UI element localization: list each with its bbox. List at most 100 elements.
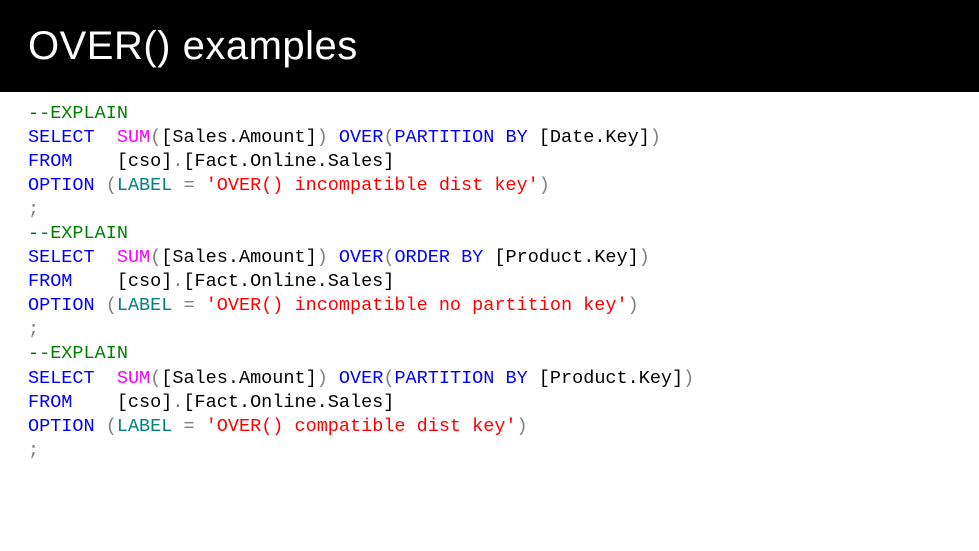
code-token: FROM [28,392,72,413]
code-token: SELECT [28,247,95,268]
code-token: [cso] [72,271,172,292]
code-token: PARTITION [394,368,494,389]
code-line: --EXPLAIN [28,222,694,246]
code-line: OPTION (LABEL = 'OVER() incompatible no … [28,294,694,318]
code-token [195,175,206,196]
code-line: ; [28,198,694,222]
code-token: OPTION [28,295,95,316]
code-token: . [172,392,183,413]
header-bar: OVER() examples [0,0,979,92]
code-line: FROM [cso].[Fact.Online.Sales] [28,391,694,415]
code-token: OVER [339,368,383,389]
code-token: ( [383,247,394,268]
code-line: ; [28,439,694,463]
code-token [328,127,339,148]
code-token: SUM [117,368,150,389]
code-line: SELECT SUM([Sales.Amount]) OVER(PARTITIO… [28,367,694,391]
code-token: FROM [28,271,72,292]
code-token: 'OVER() incompatible dist key' [206,175,539,196]
code-token: 'OVER() compatible dist key' [206,416,517,437]
code-token: --EXPLAIN [28,223,128,244]
slide-title: OVER() examples [28,24,358,69]
code-line: ; [28,318,694,342]
code-token: = [183,416,194,437]
code-token: --EXPLAIN [28,343,128,364]
code-token: LABEL [117,416,173,437]
code-token [95,368,117,389]
code-line: OPTION (LABEL = 'OVER() compatible dist … [28,415,694,439]
code-token [95,127,117,148]
code-token [494,368,505,389]
code-token [172,416,183,437]
code-token [172,295,183,316]
code-token: [Product.Key] [483,247,638,268]
code-token: OPTION [28,175,95,196]
code-token: BY [505,127,527,148]
code-token [95,416,106,437]
code-token: ) [317,127,328,148]
code-token: [Sales.Amount] [161,127,316,148]
code-token: ( [106,416,117,437]
code-line: --EXPLAIN [28,102,694,126]
code-token: ) [628,295,639,316]
code-token: 'OVER() incompatible no partition key' [206,295,628,316]
code-line: FROM [cso].[Fact.Online.Sales] [28,150,694,174]
code-token: SELECT [28,368,95,389]
code-line: SELECT SUM([Sales.Amount]) OVER(PARTITIO… [28,126,694,150]
code-token: ) [517,416,528,437]
code-token [95,175,106,196]
code-token: ( [106,175,117,196]
code-token: [cso] [72,392,172,413]
code-token: ; [28,319,39,340]
code-token: --EXPLAIN [28,103,128,124]
code-token [172,175,183,196]
code-token: ) [539,175,550,196]
code-token: ; [28,199,39,220]
code-token [195,295,206,316]
code-token: ( [150,127,161,148]
code-token: . [172,151,183,172]
code-token [450,247,461,268]
code-token: ( [106,295,117,316]
code-token: = [183,175,194,196]
code-token: = [183,295,194,316]
code-token: SUM [117,127,150,148]
slide: OVER() examples --EXPLAINSELECT SUM([Sal… [0,0,979,551]
code-token: ( [383,127,394,148]
code-token: BY [461,247,483,268]
code-token: ; [28,440,39,461]
code-token: ) [650,127,661,148]
code-token: OVER [339,127,383,148]
code-token: [Fact.Online.Sales] [183,392,394,413]
code-token: PARTITION [394,127,494,148]
code-line: SELECT SUM([Sales.Amount]) OVER(ORDER BY… [28,246,694,270]
code-line: --EXPLAIN [28,342,694,366]
code-token: ) [317,368,328,389]
code-token [95,247,117,268]
code-token: [Date.Key] [528,127,650,148]
code-token: SUM [117,247,150,268]
code-token [328,368,339,389]
code-token: LABEL [117,295,173,316]
code-token [95,295,106,316]
code-token: [Fact.Online.Sales] [183,151,394,172]
code-token: ) [683,368,694,389]
code-token: LABEL [117,175,173,196]
code-token: OPTION [28,416,95,437]
code-token: [Sales.Amount] [161,247,316,268]
code-token: ( [383,368,394,389]
code-token [494,127,505,148]
code-token: BY [505,368,527,389]
code-token: SELECT [28,127,95,148]
code-token: ( [150,368,161,389]
code-token [195,416,206,437]
code-token: OVER [339,247,383,268]
code-token: . [172,271,183,292]
code-token: [Product.Key] [528,368,683,389]
code-token: ORDER [394,247,450,268]
code-token: [Sales.Amount] [161,368,316,389]
code-block: --EXPLAINSELECT SUM([Sales.Amount]) OVER… [28,102,694,463]
code-token: ( [150,247,161,268]
code-token: FROM [28,151,72,172]
code-token: ) [317,247,328,268]
